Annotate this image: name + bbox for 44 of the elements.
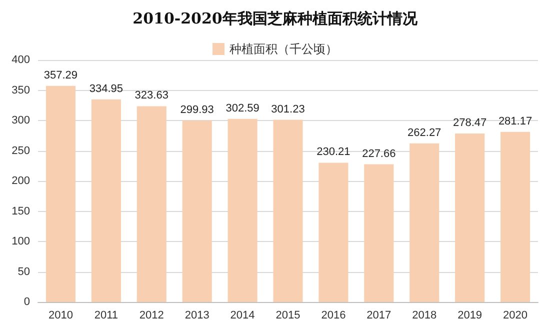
y-tick-label: 50 (18, 266, 30, 278)
y-tick-label: 200 (12, 175, 30, 187)
bar (182, 120, 212, 302)
data-label: 301.23 (271, 103, 305, 116)
legend-label: 种植面积（千公顷） (230, 42, 338, 56)
x-tick-label: 2012 (139, 310, 164, 322)
bar (364, 164, 394, 302)
bar (410, 143, 440, 302)
bar (136, 106, 166, 302)
y-tick-label: 150 (12, 205, 30, 218)
bar (318, 162, 348, 302)
y-tick-label: 250 (12, 144, 30, 157)
y-tick-label: 350 (12, 84, 30, 96)
y-tick-label: 100 (12, 236, 30, 248)
bar (46, 86, 76, 302)
data-label: 302.59 (226, 102, 260, 114)
data-label: 227.66 (362, 148, 396, 160)
data-label: 299.93 (180, 104, 214, 116)
x-tick-label: 2018 (412, 310, 437, 322)
x-tick-label: 2010 (48, 310, 73, 322)
data-label: 357.29 (44, 69, 78, 82)
data-label: 323.63 (134, 90, 168, 102)
data-label: 334.95 (89, 82, 124, 95)
data-label: 281.17 (498, 115, 532, 128)
y-tick-label: 0 (24, 296, 30, 308)
x-tick-label: 2019 (458, 310, 482, 322)
data-label: 262.27 (408, 126, 442, 139)
y-tick-label: 300 (12, 114, 30, 126)
x-tick-label: 2017 (366, 310, 392, 322)
data-label: 278.47 (452, 117, 487, 130)
bar (228, 118, 258, 302)
x-tick-label: 2020 (503, 310, 528, 322)
x-tick-label: 2016 (321, 310, 346, 322)
bar (273, 120, 303, 302)
bar (500, 132, 530, 302)
data-label: 230.21 (316, 146, 350, 158)
bar (455, 134, 485, 302)
x-tick-label: 2014 (230, 310, 255, 322)
bar (91, 99, 121, 302)
x-tick-label: 2011 (94, 310, 118, 322)
chart-title: 2010-2020年我国芝麻种植面积统计情况 (132, 10, 418, 28)
x-tick-label: 2015 (276, 310, 300, 322)
x-tick-label: 2013 (184, 310, 210, 322)
y-tick-label: 400 (12, 54, 30, 66)
